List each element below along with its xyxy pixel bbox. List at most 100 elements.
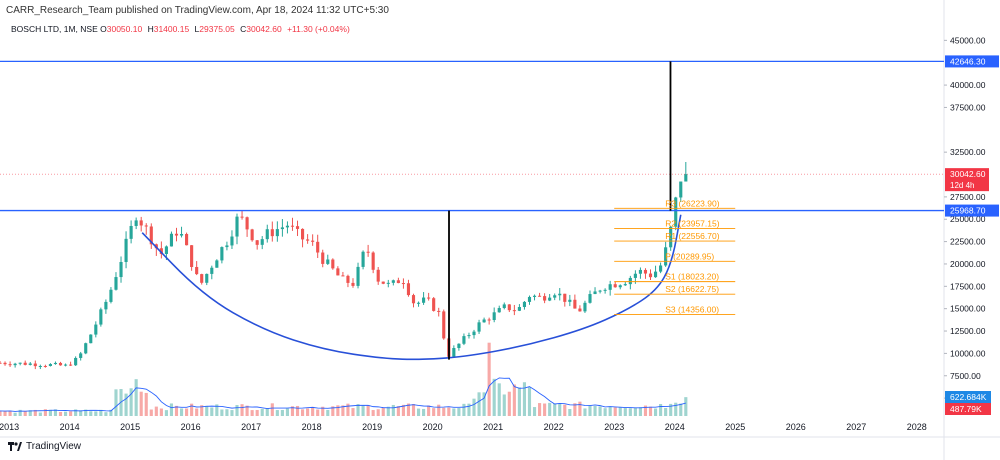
candle-body [346,275,350,283]
volume-bar [648,406,653,416]
volume-bar [295,405,300,416]
candle-body [487,319,491,321]
candle-body [79,353,83,358]
volume-bar [548,402,552,416]
volume-bar [437,404,441,416]
volume-bar [43,409,47,416]
volume-bar [638,407,642,416]
candle-body [295,226,300,229]
volume-bar [447,407,451,416]
volume-bar [104,412,108,416]
volume-bar [280,409,284,416]
candle-body [18,362,22,364]
volume-bar [210,407,214,416]
close-label: C [240,24,247,34]
candle-body [598,290,602,292]
volume-ma-line [0,377,686,412]
volume-bar [134,379,138,416]
candle-body [502,304,506,309]
x-tick-label: 2023 [604,422,624,432]
high-label: H [147,24,154,34]
volume-bar [401,404,405,416]
candle-body [270,229,274,237]
candle-body [381,281,385,284]
volume-bar [422,408,426,416]
volume-label: 622.684K [950,392,987,402]
candle-body [255,240,259,245]
candle-body [0,362,2,364]
volume-bar [553,403,557,416]
pivot-label: R1 (22556.70) [665,231,720,241]
x-tick-label: 2021 [483,422,503,432]
volume-bar [94,411,98,416]
pivot-label: P (20289.95) [665,251,714,261]
candle-body [356,266,360,286]
last-price-label-bg [945,168,989,192]
y-tick-label: 17500.00 [950,281,986,291]
volume-bar [255,410,259,416]
y-tick-label: 7500.00 [950,371,981,381]
x-tick-label: 2028 [907,422,927,432]
candle-body [643,269,648,274]
high-value: 31400.15 [153,24,190,34]
candle-body [235,216,239,237]
candle-body [190,245,194,267]
y-tick-label: 12500.00 [950,326,986,336]
volume-bar [311,406,315,416]
candle-body [411,295,416,304]
volume-bar [568,409,572,416]
volume-bar [301,409,305,416]
low-value: 29375.05 [199,24,235,34]
candle-body [653,271,658,278]
x-tick-label: 2014 [60,422,80,432]
candle-body [3,362,7,365]
volume-bar [482,392,486,416]
candle-body [613,284,617,288]
volume-bar [174,405,179,416]
candle-body [28,363,32,365]
volume-bar [416,408,421,416]
candle-body [648,273,653,278]
volume-bar [159,408,163,416]
volume-bar [381,407,385,416]
candle-body [376,269,380,282]
volume-bar [53,409,58,416]
volume-bar [28,410,32,416]
candle-body [290,225,295,227]
volume-bar [356,404,360,416]
level-label-bg [945,204,999,217]
candle-body [144,225,148,227]
pivot-label: R3 (26223.90) [665,198,720,208]
volume-bar [215,404,219,416]
x-tick-label: 2024 [665,422,685,432]
volume-bar [260,408,264,416]
candle-body [275,229,279,237]
volume-bar [250,410,254,416]
candle-body [401,283,405,285]
candle-body [200,274,204,283]
candle-body [396,280,400,284]
volume-bar [235,405,239,416]
volume-bar [270,403,274,416]
volume-bar [371,410,375,416]
volume-bar [588,405,592,416]
volume-bar [74,409,78,416]
x-tick-label: 2016 [181,422,201,432]
candle-body [89,334,93,344]
candle-body [477,322,481,332]
volume-bar [63,411,68,416]
candle-body [250,229,254,241]
candle-body [74,357,78,366]
pivot-label: R2 (23957.15) [665,219,720,229]
candle-body [618,285,622,288]
candle-body [99,309,103,325]
candle-body [472,331,476,336]
candle-body [568,299,572,302]
y-tick-label: 15000.00 [950,304,986,314]
candle-body [240,216,244,218]
volume-bar [472,398,476,416]
volume-bar [200,405,204,416]
x-tick-label: 2017 [241,422,261,432]
volume-bar [139,391,143,416]
